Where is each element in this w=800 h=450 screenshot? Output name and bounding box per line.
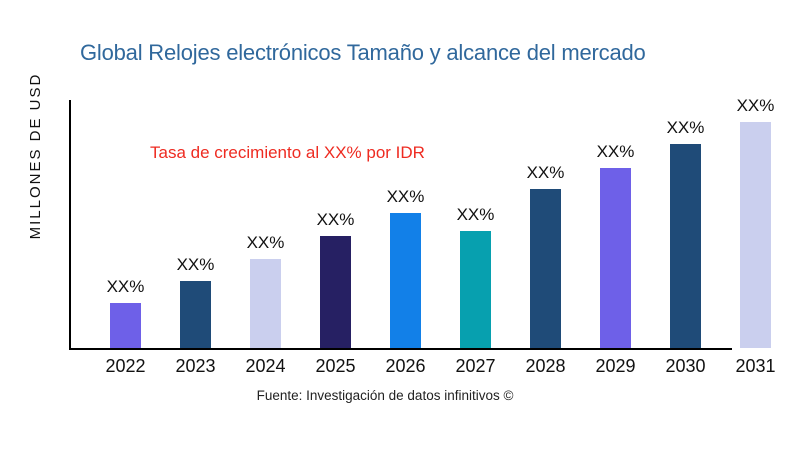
source-caption: Fuente: Investigación de datos infinitiv… (256, 388, 514, 403)
bar-2023 (180, 281, 211, 348)
bar-group-2026: XX% 2026 (385, 187, 425, 376)
x-tick-label-2024: 2024 (245, 356, 286, 376)
bar-2026 (390, 213, 421, 348)
bar-group-2031: XX% 2031 (735, 96, 775, 376)
bar-2028 (530, 189, 561, 348)
bar-2022 (110, 303, 141, 348)
bar-value-label: XX% (246, 233, 285, 252)
bar-2027 (460, 231, 491, 348)
bar-group-2023: XX% 2023 (175, 255, 215, 376)
bar-group-2022: XX% 2022 (105, 277, 145, 376)
x-tick-label-2023: 2023 (175, 356, 216, 376)
bar-value-label: XX% (106, 277, 145, 296)
bar-group-2027: XX% 2027 (455, 205, 495, 376)
growth-rate-annotation: Tasa de crecimiento al XX% por IDR (150, 143, 425, 162)
bar-value-label: XX% (736, 96, 775, 115)
x-tick-label-2026: 2026 (385, 356, 426, 376)
bar-2031 (740, 122, 771, 348)
x-tick-label-2028: 2028 (525, 356, 566, 376)
bar-group-2025: XX% 2025 (315, 210, 355, 376)
bar-2024 (250, 259, 281, 348)
bar-value-label: XX% (666, 118, 705, 137)
x-tick-label-2025: 2025 (315, 356, 356, 376)
bar-2029 (600, 168, 631, 348)
bar-value-label: XX% (526, 163, 565, 182)
bar-group-2024: XX% 2024 (245, 233, 285, 376)
bar-value-label: XX% (456, 205, 495, 224)
y-axis-label: MILLONES DE USD (27, 72, 44, 240)
x-tick-label-2022: 2022 (105, 356, 146, 376)
x-tick-label-2027: 2027 (455, 356, 496, 376)
chart-title: Global Relojes electrónicos Tamaño y alc… (80, 40, 646, 65)
bar-value-label: XX% (386, 187, 425, 206)
y-axis-line (69, 100, 71, 350)
bar-2030 (670, 144, 701, 348)
x-tick-label-2029: 2029 (595, 356, 636, 376)
bar-value-label: XX% (316, 210, 355, 229)
bar-value-label: XX% (596, 142, 635, 161)
bar-value-label: XX% (176, 255, 215, 274)
bar-group-2029: XX% 2029 (595, 142, 635, 376)
bar-2025 (320, 236, 351, 348)
x-axis-line (69, 348, 732, 350)
x-tick-label-2030: 2030 (665, 356, 706, 376)
bar-group-2030: XX% 2030 (665, 118, 705, 376)
x-tick-label-2031: 2031 (735, 356, 776, 376)
bar-group-2028: XX% 2028 (525, 163, 565, 376)
